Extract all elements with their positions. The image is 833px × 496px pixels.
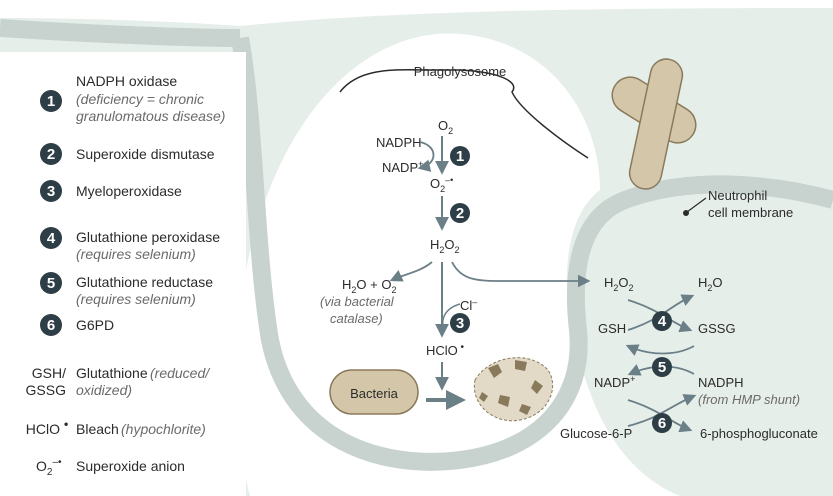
legend-note: (requires selenium) — [76, 291, 196, 307]
svg-text:HClO: HClO — [26, 421, 60, 437]
step-number: 3 — [47, 183, 55, 200]
phagolysosome-bracket — [339, 69, 589, 159]
gssg-label: GSSG — [698, 321, 736, 336]
legend-item-4: 4 Glutathione peroxidase (requires selen… — [40, 227, 220, 262]
step-4-marker — [652, 311, 672, 331]
nadph-cycle-label: NADPH — [698, 375, 744, 390]
legend-item-6: 6 G6PD — [40, 314, 114, 336]
h2o2-label: H2O2 — [430, 237, 460, 255]
svg-text:(reduced/: (reduced/ — [150, 365, 211, 381]
svg-text:Bleach: Bleach — [76, 421, 119, 437]
svg-text:5: 5 — [658, 359, 666, 376]
legend-name: G6PD — [76, 317, 114, 333]
legend-name: Superoxide dismutase — [76, 146, 215, 162]
engulfed-bacteria: Bacteria — [329, 369, 419, 415]
phagolysosome-label: Phagolysosome — [414, 64, 507, 79]
nadp-cycle-label: NADP+ — [594, 374, 635, 390]
svg-text:oxidized): oxidized) — [76, 382, 132, 398]
step-number: 2 — [47, 146, 55, 163]
step-1-marker — [450, 146, 470, 166]
chloride-label: Cl– — [460, 297, 477, 313]
step-number: 6 — [47, 317, 55, 334]
legend-panel — [0, 52, 246, 496]
legend-abbrev-glutathione: GSH/ GSSG Glutathione (reduced/ oxidized… — [26, 365, 212, 398]
step-5-marker — [652, 357, 672, 377]
gsh-label: GSH — [598, 321, 626, 336]
legend-name: Myeloperoxidase — [76, 183, 182, 199]
legend-item-2: 2 Superoxide dismutase — [40, 143, 215, 165]
step-number: 4 — [47, 230, 56, 247]
svg-text:(hypochlorite): (hypochlorite) — [121, 421, 206, 437]
step-3-marker — [450, 313, 470, 333]
legend-note: (requires selenium) — [76, 246, 196, 262]
phagolysosome-membrane — [231, 36, 833, 471]
svg-text:Glutathione: Glutathione — [76, 365, 148, 381]
pathway: O2 NADPH NADP+ 1 O2–• 2 H2O2 H2O + O2 (v… — [320, 118, 591, 422]
legend-note: granulomatous disease) — [76, 108, 225, 124]
legend-name: Glutathione reductase — [76, 274, 213, 290]
glutathione-cycle: H2O2 H2O 4 GSH GSSG 5 NADP+ NADPH (from … — [560, 275, 818, 441]
hmp-label: (from HMP shunt) — [698, 392, 800, 407]
step-number: 5 — [47, 275, 55, 292]
legend-item-3: 3 Myeloperoxidase — [40, 180, 182, 202]
svg-text:Superoxide anion: Superoxide anion — [76, 458, 185, 474]
svg-text:6: 6 — [658, 415, 666, 432]
step-2-marker — [450, 203, 470, 223]
nadp-label: NADP+ — [382, 159, 423, 175]
legend-name: NADPH oxidase — [76, 73, 177, 89]
h2o-o2-label: H2O + O2 — [342, 277, 396, 295]
legend-note: (deficiency = chronic — [76, 91, 204, 107]
bacteria-label: Bacteria — [350, 386, 398, 401]
cell-membrane-label: cell membrane — [708, 205, 793, 220]
superoxide-label: O2–• — [430, 175, 453, 194]
svg-text:2: 2 — [456, 205, 464, 222]
catalase-label: catalase) — [330, 311, 383, 326]
legend: 1 NADPH oxidase (deficiency = chronic gr… — [26, 73, 226, 478]
legend-name: Glutathione peroxidase — [76, 229, 220, 245]
legend-abbrev-superoxide: O2–• Superoxide anion — [36, 457, 185, 478]
svg-text:1: 1 — [456, 148, 464, 165]
step-number: 1 — [47, 93, 55, 110]
legend-item-5: 5 Glutathione reductase (requires seleni… — [40, 272, 213, 307]
svg-text:O2–•: O2–• — [36, 457, 62, 478]
svg-text:GSH/: GSH/ — [32, 365, 66, 381]
svg-text:GSSG: GSSG — [26, 382, 66, 398]
svg-text:4: 4 — [658, 313, 667, 330]
cycle-h2o-label: H2O — [698, 275, 723, 293]
nadph-label: NADPH — [376, 135, 422, 150]
svg-text:•: • — [64, 417, 68, 431]
glucose6p-label: Glucose-6-P — [560, 426, 632, 441]
legend-item-1: 1 NADPH oxidase (deficiency = chronic gr… — [40, 73, 225, 124]
o2-label: O2 — [438, 118, 453, 136]
step-6-marker — [652, 413, 672, 433]
phosphogluconate-label: 6-phosphogluconate — [700, 426, 818, 441]
svg-text:3: 3 — [456, 315, 464, 332]
legend-abbrev-bleach: HClO • Bleach (hypochlorite) — [26, 417, 206, 437]
outside-bacteria — [611, 58, 697, 190]
cell-membrane-outer — [0, 19, 241, 47]
destroyed-bacteria — [473, 357, 554, 422]
cycle-h2o2-label: H2O2 — [604, 275, 634, 293]
via-bacterial-label: (via bacterial — [320, 294, 395, 309]
hclo-label: HClO • — [426, 342, 465, 358]
neutrophil-label: Neutrophil — [708, 188, 767, 203]
